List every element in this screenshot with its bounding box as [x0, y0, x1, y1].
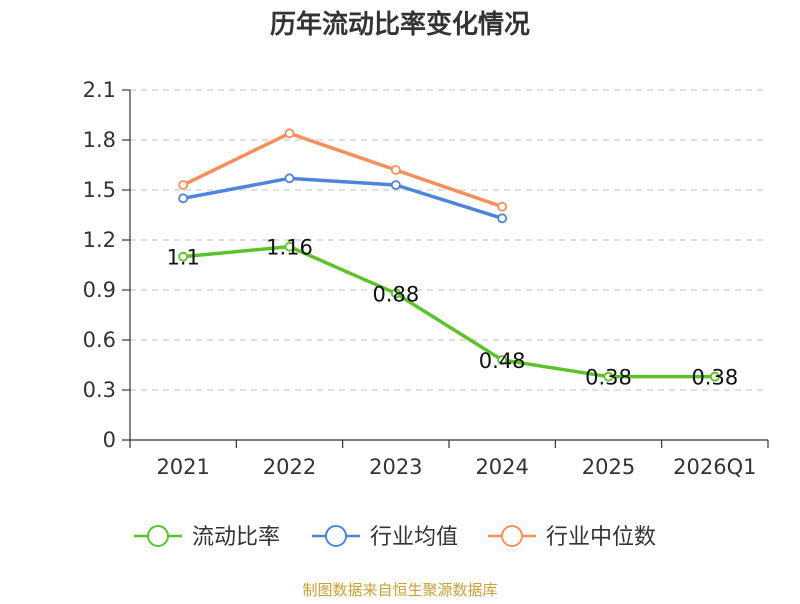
y-tick-label: 0.3 [83, 378, 116, 402]
x-tick-label: 2022 [263, 455, 316, 479]
legend-label: 行业均值 [370, 525, 458, 550]
legend-item-1[interactable]: 行业均值 [312, 525, 458, 550]
data-point [497, 355, 508, 365]
data-point [709, 371, 720, 382]
data-labels: 1.1 1.16 0.88 0.48 0.38 0.38 [166, 236, 738, 390]
data-point [390, 180, 401, 190]
data-label: 0.48 [479, 349, 526, 373]
data-point [497, 201, 508, 212]
data-label: 0.88 [372, 282, 419, 306]
data-point [603, 371, 614, 382]
data-label: 0.38 [585, 366, 632, 390]
gridlines [130, 89, 768, 391]
y-tick-label: 1.8 [83, 128, 116, 152]
y-tick-label: 0 [103, 428, 116, 452]
chart-title: 历年流动比率变化情况 [270, 9, 530, 40]
data-label: 1.1 [166, 246, 199, 270]
source-note: 制图数据来自恒生聚源数据库 [302, 581, 497, 599]
legend-marker [501, 525, 523, 547]
data-point [284, 241, 295, 252]
data-point [178, 180, 189, 190]
data-point [284, 128, 295, 139]
data-point [284, 173, 295, 184]
legend-marker [147, 525, 169, 547]
y-tick-label: 1.5 [83, 178, 116, 202]
x-tick-label: 2026Q1 [673, 455, 756, 479]
data-point [390, 288, 401, 299]
legend-marker [325, 525, 347, 547]
legend-item-0[interactable]: 流动比率 [134, 525, 280, 550]
y-tick-label: 2.1 [83, 78, 116, 102]
y-tick-label: 1.2 [83, 228, 116, 252]
legend-label: 行业中位数 [546, 525, 656, 550]
x-tick-label: 2021 [156, 455, 209, 479]
x-tick-label: 2025 [582, 455, 635, 479]
data-label: 0.38 [691, 366, 738, 390]
series-line-2 [182, 131, 503, 209]
series-lines [178, 128, 720, 382]
x-tick-label: 2023 [369, 455, 422, 479]
series-line-0 [183, 244, 715, 379]
y-tick-label: 0.6 [83, 328, 116, 352]
data-label: 1.16 [266, 236, 313, 260]
data-point [390, 165, 401, 175]
data-point [178, 193, 189, 204]
legend[interactable]: 流动比率 行业均值 行业中位数 [134, 525, 656, 550]
series-line-1 [182, 176, 503, 221]
data-point [497, 213, 508, 224]
x-tick-label: 2024 [475, 455, 528, 479]
legend-label: 流动比率 [192, 525, 280, 550]
legend-item-2[interactable]: 行业中位数 [488, 525, 656, 550]
axes: 0 0.3 0.6 0.9 1.2 1.5 1.8 2.1 2021 2022 2023 2024 20… [83, 78, 769, 479]
data-point [178, 251, 189, 262]
y-tick-label: 0.9 [83, 278, 116, 302]
